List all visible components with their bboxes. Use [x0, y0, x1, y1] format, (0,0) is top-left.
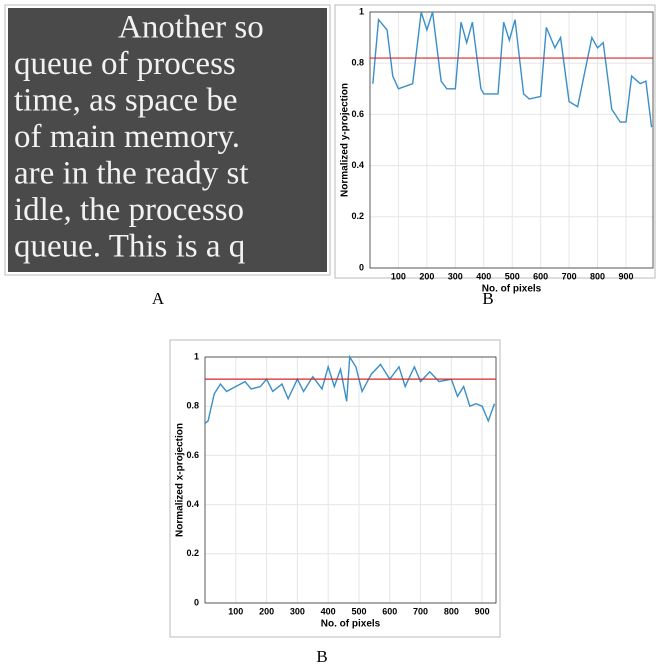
y-tick-label: 0.4 — [351, 160, 364, 170]
image-text-line: queue. This is a q — [14, 229, 245, 265]
y-tick-label: 0.8 — [186, 401, 199, 411]
y-tick-label: 0.2 — [186, 548, 199, 558]
x-tick-label: 900 — [618, 271, 633, 281]
x-axis-label: No. of pixels — [321, 619, 381, 630]
image-text-line: are in the ready st — [14, 156, 249, 192]
x-tick-label: 600 — [382, 606, 397, 616]
x-tick-label: 100 — [391, 271, 406, 281]
x-tick-label: 500 — [351, 606, 366, 616]
x-axis-label: No. of pixels — [482, 284, 542, 295]
x-tick-label: 700 — [562, 271, 577, 281]
y-tick-label: 0 — [194, 597, 199, 607]
y-tick-label: 0.8 — [351, 58, 364, 68]
data-line — [372, 11, 653, 128]
y-tick-label: 0.2 — [351, 211, 364, 221]
x-tick-label: 200 — [419, 271, 434, 281]
image-text-line: idle, the processo — [14, 192, 244, 228]
plot-area — [369, 11, 654, 269]
caption: B — [316, 647, 327, 666]
data-line — [204, 354, 496, 424]
x-tick-label: 500 — [505, 271, 520, 281]
x-tick-label: 300 — [290, 606, 305, 616]
y-tick-label: 0.6 — [186, 450, 199, 460]
y-axis-label: Normalized x-projection — [175, 423, 186, 537]
y-tick-label: 0.6 — [351, 109, 364, 119]
text-image — [8, 8, 327, 272]
x-tick-label: 400 — [321, 606, 336, 616]
y-tick-label: 0 — [359, 262, 364, 272]
image-text-line: time, as space be — [14, 83, 238, 119]
chart-frame — [334, 4, 656, 279]
image-text-line: queue of process — [14, 46, 236, 82]
y-tick-label: 1 — [359, 6, 364, 16]
x-tick-label: 900 — [475, 606, 490, 616]
y-tick-label: 0.4 — [186, 499, 199, 509]
image-text-line: Another so — [118, 10, 264, 46]
y-axis-label: Normalized y-projection — [340, 83, 351, 197]
x-tick-label: 700 — [413, 606, 428, 616]
x-tick-label: 600 — [533, 271, 548, 281]
caption: A — [152, 289, 165, 308]
image-text-line: of main memory. — [14, 119, 240, 155]
x-tick-label: 100 — [228, 606, 243, 616]
x-tick-label: 400 — [476, 271, 491, 281]
x-tick-label: 800 — [590, 271, 605, 281]
x-tick-label: 200 — [259, 606, 274, 616]
x-tick-label: 800 — [444, 606, 459, 616]
y-tick-label: 1 — [194, 351, 199, 361]
x-tick-label: 300 — [448, 271, 463, 281]
caption: B — [482, 289, 493, 308]
